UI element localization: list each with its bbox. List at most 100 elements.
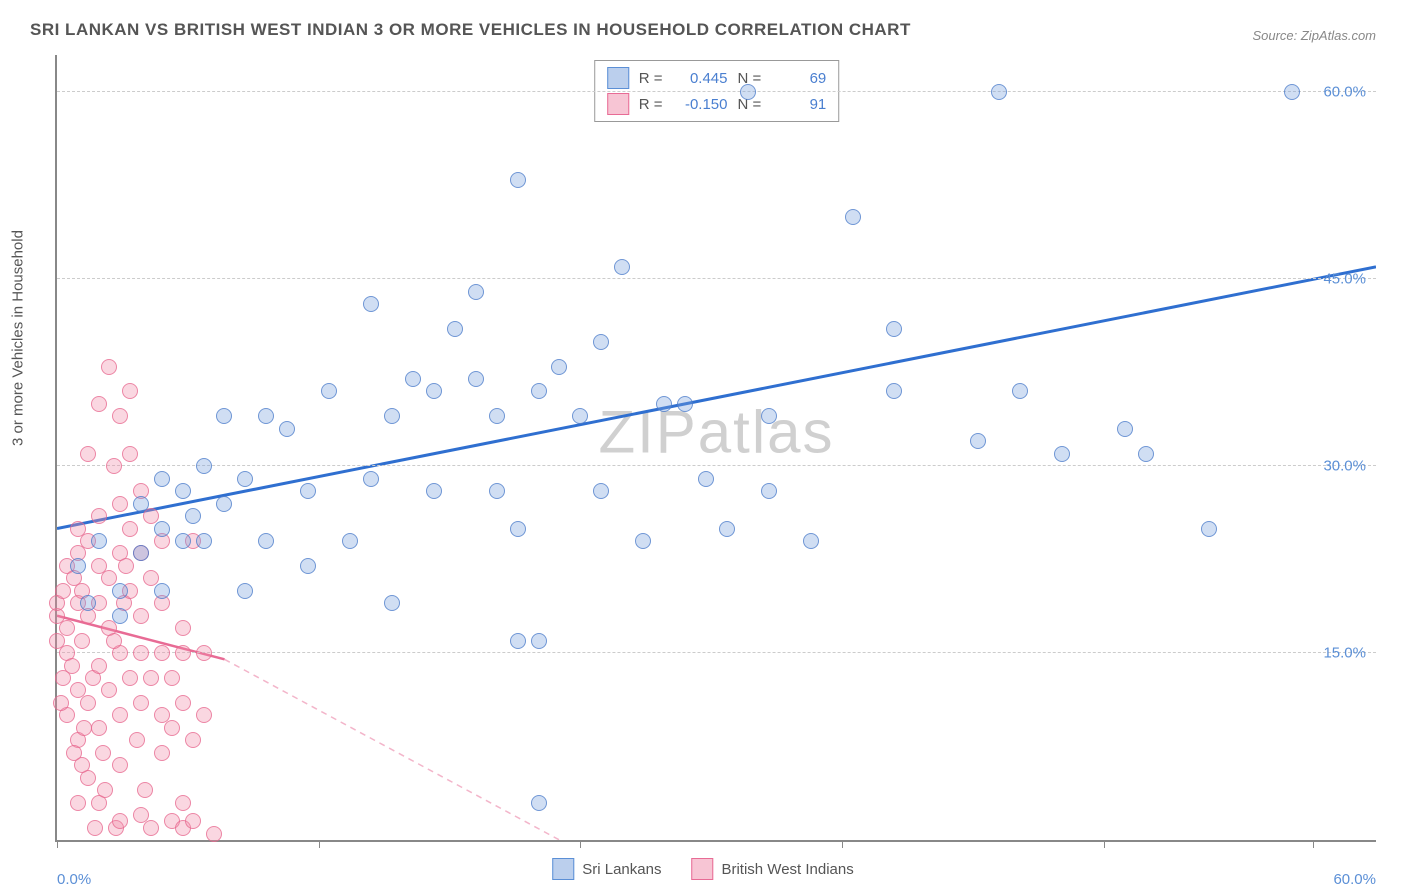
data-point [572,408,588,424]
data-point [80,446,96,462]
gridline [57,652,1376,653]
data-point [185,813,201,829]
legend-item-blue: Sri Lankans [552,858,661,880]
data-point [1284,84,1300,100]
data-point [384,595,400,611]
data-point [101,359,117,375]
data-point [97,782,113,798]
data-point [112,707,128,723]
swatch-pink [691,858,713,880]
data-point [510,521,526,537]
data-point [384,408,400,424]
data-point [122,521,138,537]
data-point [112,583,128,599]
swatch-blue [552,858,574,880]
gridline [57,278,1376,279]
data-point [91,396,107,412]
chart-title: SRI LANKAN VS BRITISH WEST INDIAN 3 OR M… [30,20,911,40]
x-tick-label-left: 0.0% [57,871,91,888]
data-point [133,608,149,624]
data-point [489,483,505,499]
data-point [761,408,777,424]
data-point [531,795,547,811]
data-point [593,334,609,350]
data-point [95,745,111,761]
legend-row-blue: R = 0.445 N = 69 [607,65,827,91]
data-point [106,458,122,474]
data-point [70,795,86,811]
data-point [468,284,484,300]
data-point [510,172,526,188]
data-point [551,359,567,375]
data-point [363,471,379,487]
data-point [237,583,253,599]
data-point [143,820,159,836]
data-point [133,695,149,711]
x-tick [57,840,58,848]
data-point [279,421,295,437]
x-tick [842,840,843,848]
data-point [175,533,191,549]
data-point [122,446,138,462]
y-tick-label: 45.0% [1323,271,1366,288]
data-point [175,695,191,711]
data-point [886,321,902,337]
data-point [363,296,379,312]
data-point [70,558,86,574]
r-value-blue: 0.445 [673,70,728,87]
data-point [447,321,463,337]
data-point [614,259,630,275]
legend-item-pink: British West Indians [691,858,853,880]
data-point [133,496,149,512]
data-point [196,533,212,549]
data-point [112,608,128,624]
r-label: R = [639,96,663,113]
r-label: R = [639,70,663,87]
gridline [57,91,1376,92]
data-point [112,408,128,424]
data-point [143,670,159,686]
data-point [133,807,149,823]
data-point [76,720,92,736]
data-point [970,433,986,449]
data-point [118,558,134,574]
data-point [112,496,128,512]
data-point [426,383,442,399]
data-point [137,782,153,798]
data-point [405,371,421,387]
data-point [164,670,180,686]
data-point [175,620,191,636]
n-value-pink: 91 [771,96,826,113]
data-point [80,595,96,611]
y-tick-label: 60.0% [1323,84,1366,101]
n-value-blue: 69 [771,70,826,87]
data-point [237,471,253,487]
source-attribution: Source: ZipAtlas.com [1252,28,1376,43]
data-point [154,521,170,537]
data-point [342,533,358,549]
data-point [80,695,96,711]
data-point [991,84,1007,100]
legend-row-pink: R = -0.150 N = 91 [607,91,827,117]
data-point [719,521,735,537]
data-point [129,732,145,748]
data-point [845,209,861,225]
data-point [740,84,756,100]
series-legend: Sri Lankans British West Indians [552,858,854,880]
x-tick [1313,840,1314,848]
data-point [91,533,107,549]
data-point [216,408,232,424]
data-point [101,682,117,698]
data-point [154,745,170,761]
data-point [216,496,232,512]
swatch-blue [607,67,629,89]
x-tick [580,840,581,848]
data-point [154,645,170,661]
legend-label-blue: Sri Lankans [582,861,661,878]
data-point [510,633,526,649]
data-point [196,645,212,661]
data-point [49,633,65,649]
data-point [175,645,191,661]
data-point [175,483,191,499]
data-point [112,813,128,829]
